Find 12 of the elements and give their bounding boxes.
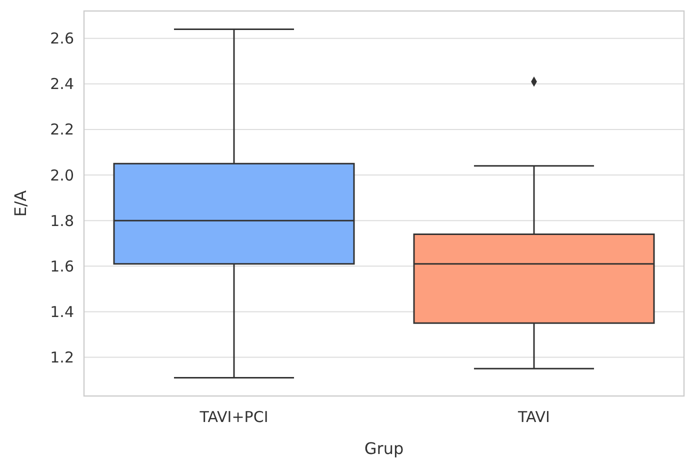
y-tick-label: 2.0 bbox=[50, 166, 74, 184]
y-tick-label: 1.8 bbox=[50, 212, 74, 230]
x-axis-title: Grup bbox=[364, 439, 404, 458]
y-tick-label: 2.4 bbox=[50, 75, 74, 94]
y-tick-label: 1.6 bbox=[50, 257, 74, 276]
y-tick-label: 1.4 bbox=[50, 302, 74, 321]
y-tick-label: 2.6 bbox=[50, 30, 74, 48]
x-tick-label: TAVI+PCI bbox=[198, 408, 268, 426]
y-tick-label: 2.2 bbox=[50, 120, 74, 139]
y-tick-label: 1.2 bbox=[50, 348, 74, 367]
y-axis-title: E/A bbox=[11, 190, 30, 217]
x-tick-label: TAVI bbox=[517, 408, 550, 426]
